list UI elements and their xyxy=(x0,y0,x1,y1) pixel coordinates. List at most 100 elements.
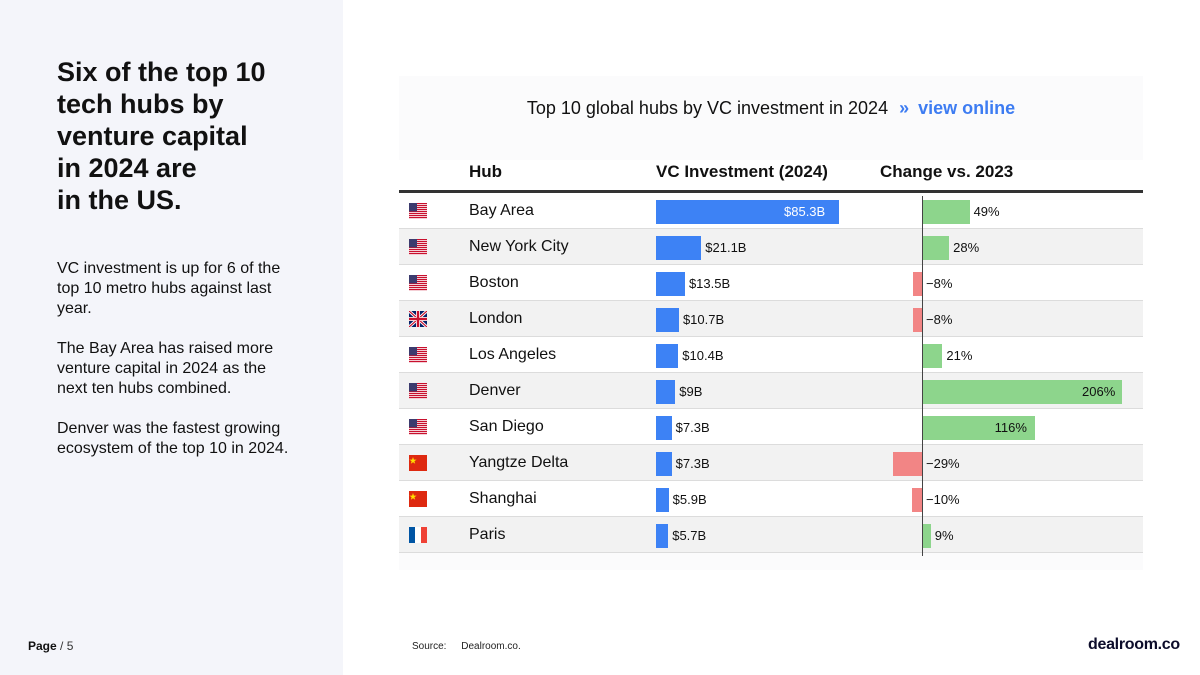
change-value-label: 28% xyxy=(953,240,980,255)
chart-title-row: Top 10 global hubs by VC investment in 2… xyxy=(399,98,1143,119)
summary-paragraph: Denver was the fastest growing ecosystem… xyxy=(57,420,289,457)
link-separator: » xyxy=(899,98,910,118)
us-flag-icon xyxy=(409,383,427,399)
us-flag-icon xyxy=(409,203,427,219)
us-flag-icon xyxy=(409,419,427,435)
uk-flag-icon xyxy=(408,309,428,329)
vc-value-label: $10.7B xyxy=(682,312,725,327)
table-row: Paris $5.7B 9% xyxy=(399,517,1143,553)
summary-paragraphs: VC investment is up for 6 of the top 10 … xyxy=(57,259,292,479)
table-row: Shanghai $5.9B −10% xyxy=(399,481,1143,517)
headline-line: Six of the top 10 xyxy=(57,57,266,87)
header-vc: VC Investment (2024) xyxy=(656,162,828,181)
table-row: Bay Area $85.3B 49% xyxy=(399,193,1143,229)
table-row: Boston $13.5B −8% xyxy=(399,265,1143,301)
hub-name: Yangtze Delta xyxy=(469,454,569,471)
vc-value-label: $9B xyxy=(679,384,703,399)
table-rows: Bay Area $85.3B 49% New York City $21.1B 28% B… xyxy=(399,193,1143,553)
hub-table: Hub VC Investment (2024) Change vs. 2023… xyxy=(399,160,1143,556)
source-value: Dealroom.co. xyxy=(461,641,521,652)
hub-name: Los Angeles xyxy=(469,346,557,363)
vc-value-label: $21.1B xyxy=(705,240,747,255)
us-flag-icon xyxy=(409,275,427,291)
vc-bar xyxy=(656,272,685,296)
vc-bar xyxy=(656,200,839,224)
dealroom-logo: dealroom.co xyxy=(1088,636,1180,653)
change-bar xyxy=(922,200,970,224)
hub-name: Denver xyxy=(469,382,521,399)
view-online-link[interactable]: view online xyxy=(918,98,1016,118)
vc-bar xyxy=(656,308,679,332)
headline-line: tech hubs by xyxy=(57,89,224,119)
change-bar xyxy=(922,380,1122,404)
china-flag-icon xyxy=(409,455,427,471)
vc-value-label: $10.4B xyxy=(682,348,724,363)
us-flag-icon xyxy=(409,347,427,363)
change-value-label: −29% xyxy=(926,456,960,471)
headline-line: in the US. xyxy=(57,185,182,215)
change-bar xyxy=(893,452,922,476)
change-value-label: 21% xyxy=(946,348,973,363)
source-label: Source: xyxy=(412,641,447,652)
headline-line: in 2024 are xyxy=(57,153,197,183)
change-value-label: 49% xyxy=(973,204,1000,219)
page-label: Page xyxy=(28,639,57,653)
chart-title: Top 10 global hubs by VC investment in 2… xyxy=(526,98,889,118)
change-value-label: 116% xyxy=(994,420,1027,435)
hub-name: Shanghai xyxy=(469,490,537,507)
hub-name: Paris xyxy=(469,526,506,543)
source-note: Source: Dealroom.co. xyxy=(412,641,521,652)
change-value-label: 9% xyxy=(934,528,954,543)
table-row: Denver $9B 206% xyxy=(399,373,1143,409)
summary-paragraph: The Bay Area has raised more venture cap… xyxy=(57,340,274,397)
page-suffix: / 5 xyxy=(60,639,74,653)
table-row: New York City $21.1B 28% xyxy=(399,229,1143,265)
france-flag-icon xyxy=(409,527,427,543)
china-flag-icon xyxy=(409,491,427,507)
vc-bar xyxy=(656,452,672,476)
vc-value-label: $5.7B xyxy=(672,528,707,543)
header-hub: Hub xyxy=(469,162,503,181)
hub-name: London xyxy=(469,310,523,327)
us-flag-icon xyxy=(409,239,427,255)
vc-value-label: $5.9B xyxy=(672,492,707,507)
vc-bar xyxy=(656,524,669,548)
vc-value-label: $7.3B xyxy=(675,456,710,471)
change-value-label: −8% xyxy=(926,312,953,327)
headline-line: venture capital xyxy=(57,121,248,151)
vc-bar xyxy=(656,416,672,440)
change-bar xyxy=(912,488,922,512)
page-indicator: Page / 5 xyxy=(28,639,73,653)
headline: Six of the top 10 tech hubs by venture c… xyxy=(57,56,297,216)
hub-name: San Diego xyxy=(469,418,544,435)
change-bar xyxy=(922,524,931,548)
table-header: Hub VC Investment (2024) Change vs. 2023 xyxy=(399,160,1143,193)
chart-card: Top 10 global hubs by VC investment in 2… xyxy=(399,76,1143,570)
vc-bar xyxy=(656,344,679,368)
table-row: San Diego $7.3B 116% xyxy=(399,409,1143,445)
table-row: Los Angeles $10.4B 21% xyxy=(399,337,1143,373)
change-zero-axis xyxy=(922,196,923,556)
header-change: Change vs. 2023 xyxy=(880,162,1014,181)
left-panel: Six of the top 10 tech hubs by venture c… xyxy=(0,0,343,675)
table-row: London $10.7B −8% xyxy=(399,301,1143,337)
table-row: Yangtze Delta $7.3B −29% xyxy=(399,445,1143,481)
vc-value-label: $85.3B xyxy=(784,204,826,219)
change-bar xyxy=(922,236,950,260)
vc-bar xyxy=(656,488,669,512)
change-value-label: −10% xyxy=(926,492,960,507)
change-bar xyxy=(922,416,1035,440)
summary-paragraph: VC investment is up for 6 of the top 10 … xyxy=(57,260,281,317)
change-bar xyxy=(913,272,922,296)
hub-name: Boston xyxy=(469,274,519,291)
change-bar xyxy=(913,308,922,332)
vc-value-label: $7.3B xyxy=(675,420,710,435)
change-value-label: 206% xyxy=(1082,384,1116,399)
vc-bar xyxy=(656,380,676,404)
hub-name: New York City xyxy=(469,238,569,255)
hub-name: Bay Area xyxy=(469,202,534,219)
vc-value-label: $13.5B xyxy=(688,276,731,291)
vc-bar xyxy=(656,236,702,260)
change-bar xyxy=(922,344,943,368)
change-value-label: −8% xyxy=(926,276,953,291)
